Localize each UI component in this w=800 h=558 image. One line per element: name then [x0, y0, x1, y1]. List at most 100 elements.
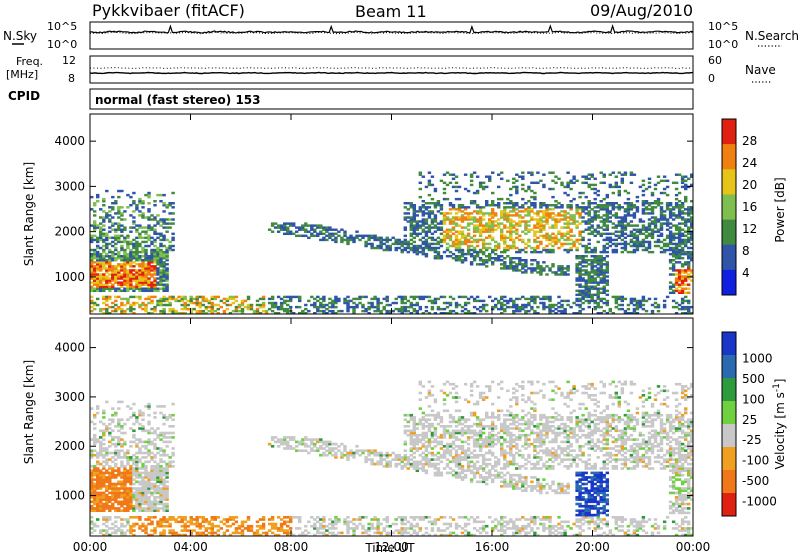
power-cell [639, 302, 642, 304]
power-cell [669, 210, 672, 212]
velocity-cell [132, 505, 135, 508]
power-cell [319, 233, 322, 235]
power-cell [147, 224, 150, 226]
power-cell [588, 306, 591, 308]
power-cell [533, 310, 536, 312]
power-cell [575, 239, 578, 241]
velocity-cell [102, 485, 105, 488]
velocity-cell [322, 441, 325, 444]
power-cell [262, 302, 265, 304]
power-cell [187, 308, 190, 310]
power-cell [443, 216, 446, 218]
power-cell [494, 253, 497, 255]
velocity-cell [355, 452, 358, 455]
power-cell [585, 269, 588, 271]
power-cell [401, 296, 404, 298]
velocity-cell [144, 441, 147, 444]
power-cell [603, 198, 606, 200]
velocity-cell [147, 496, 150, 499]
power-cell [208, 300, 211, 302]
power-cell [102, 267, 105, 269]
power-cell [479, 216, 482, 218]
power-cell [518, 206, 521, 208]
velocity-cell [90, 449, 93, 452]
power-cell [545, 216, 548, 218]
power-cell [560, 218, 563, 220]
power-cell [494, 212, 497, 214]
velocity-cell [235, 532, 238, 535]
power-cell [105, 253, 108, 255]
power-cell [506, 206, 509, 208]
power-cell [548, 204, 551, 206]
power-cell [295, 296, 298, 298]
power-cell [461, 255, 464, 257]
velocity-cell [373, 532, 376, 535]
power-cell [603, 302, 606, 304]
velocity-cell [298, 527, 301, 530]
power-cell [669, 259, 672, 261]
power-cell [512, 245, 515, 247]
velocity-cell [135, 456, 138, 459]
velocity-cell [138, 498, 141, 501]
power-cell [138, 304, 141, 306]
velocity-cell [120, 509, 123, 512]
velocity-cell [289, 516, 292, 519]
power-cell [642, 304, 645, 306]
power-cell [503, 206, 506, 208]
power-cell [500, 198, 503, 200]
velocity-cell [123, 465, 126, 468]
power-frame [90, 114, 693, 314]
power-cell [328, 302, 331, 304]
velocity-cell [373, 516, 376, 519]
power-cell [455, 182, 458, 184]
power-cell [536, 267, 539, 269]
velocity-cell [304, 525, 307, 528]
power-cell [196, 302, 199, 304]
power-cell [120, 190, 123, 192]
power-cell [117, 229, 120, 231]
power-cell [512, 261, 515, 263]
power-cell [597, 216, 600, 218]
velocity-cell [123, 441, 126, 444]
power-cell [566, 206, 569, 208]
power-cell [591, 275, 594, 277]
velocity-cell [319, 518, 322, 521]
power-cell [165, 247, 168, 249]
velocity-cell [165, 416, 168, 419]
power-cell [217, 296, 220, 298]
power-cell [506, 255, 509, 257]
power-cell [114, 273, 117, 275]
velocity-cell [108, 427, 111, 430]
y-tick-label: 3000 [54, 179, 85, 193]
power-cell [349, 235, 352, 237]
velocity-cell [114, 452, 117, 455]
power-cell [639, 186, 642, 188]
power-cell [666, 249, 669, 251]
power-cell [485, 255, 488, 257]
velocity-cell [132, 403, 135, 406]
power-cell [675, 214, 678, 216]
velocity-cell [135, 474, 138, 477]
velocity-cell [268, 443, 271, 446]
power-cell [506, 212, 509, 214]
power-cell [171, 245, 174, 247]
power-cell [476, 245, 479, 247]
power-cell [319, 306, 322, 308]
power-cell [633, 233, 636, 235]
power-cell [527, 239, 530, 241]
power-cell [591, 233, 594, 235]
power-cell [597, 255, 600, 257]
power-cell [141, 231, 144, 233]
velocity-cell [331, 532, 334, 535]
power-cell [506, 265, 509, 267]
power-cell [443, 302, 446, 304]
power-cell [226, 298, 229, 300]
power-cell [93, 288, 96, 290]
power-cell [138, 200, 141, 202]
power-cell [557, 233, 560, 235]
power-cell [422, 218, 425, 220]
power-cell [621, 174, 624, 176]
power-cell [162, 226, 165, 228]
velocity-cell [223, 518, 226, 521]
power-cell [548, 251, 551, 253]
